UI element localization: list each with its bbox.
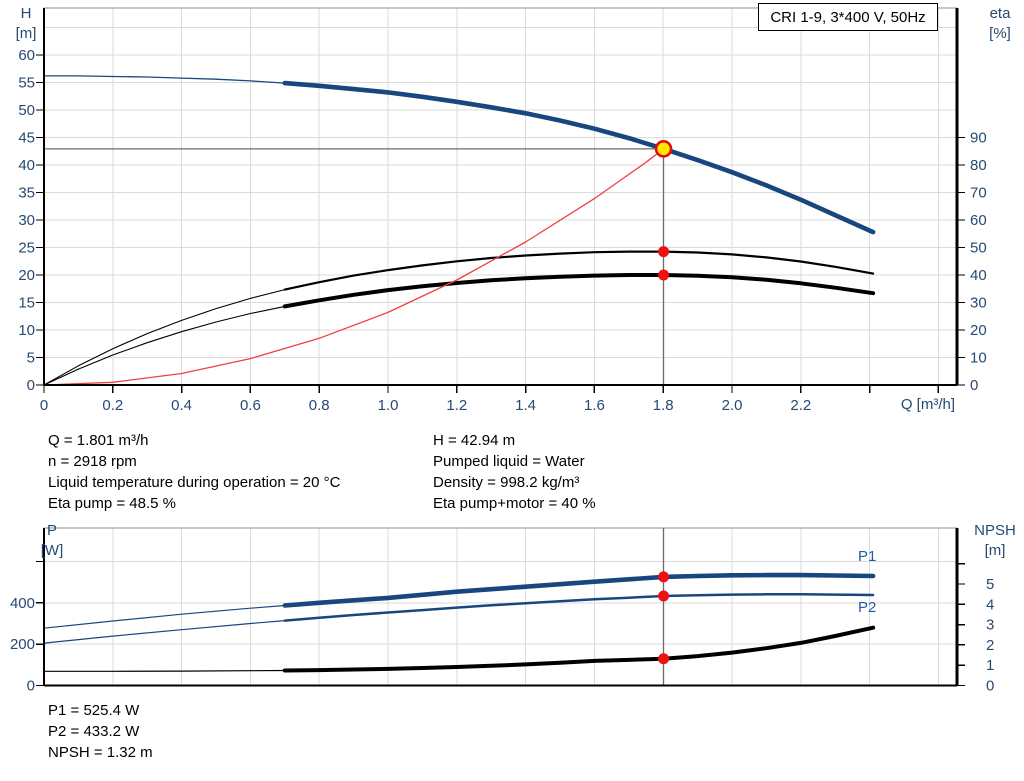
h-axis-title: H [m] bbox=[6, 4, 46, 44]
eta-pump-motor-curve-thin bbox=[43, 305, 286, 386]
npsh-point bbox=[658, 653, 670, 665]
tick-label: 400 bbox=[10, 595, 35, 612]
npsh-curve bbox=[282, 625, 876, 673]
tick-label: 60 bbox=[18, 47, 35, 64]
p1-point bbox=[658, 571, 670, 583]
eta-pump-motor-point bbox=[658, 269, 670, 281]
tick-label: 3 bbox=[986, 617, 994, 634]
tick-label: 20 bbox=[18, 267, 35, 284]
npsh-axis-symbol: NPSH bbox=[974, 522, 1016, 539]
eta-axis-unit: [%] bbox=[989, 25, 1011, 42]
duty-info-right: H = 42.94 m Pumped liquid = Water Density … bbox=[433, 430, 596, 514]
head-curve-thin bbox=[43, 75, 286, 84]
tick-label: 5 bbox=[27, 350, 35, 367]
duty-results: P1 = 525.4 W P2 = 433.2 W NPSH = 1.32 m bbox=[48, 700, 153, 763]
tick-label: 0 bbox=[986, 678, 994, 695]
tick-label: 2 bbox=[986, 637, 994, 654]
tick-label: 1.6 bbox=[584, 397, 605, 414]
h-axis-symbol: H bbox=[20, 5, 32, 22]
p2-point bbox=[658, 590, 670, 602]
tick-label: 50 bbox=[18, 102, 35, 119]
tick-label: 1.4 bbox=[515, 397, 536, 414]
eta-axis-symbol: eta bbox=[989, 5, 1011, 22]
tick-label: 0.2 bbox=[102, 397, 123, 414]
tick-label: 55 bbox=[18, 75, 35, 92]
eta-pump-curve bbox=[283, 250, 875, 291]
tick-label: 0.8 bbox=[309, 397, 330, 414]
tick-label: 90 bbox=[970, 130, 987, 147]
tick-label: 80 bbox=[970, 157, 987, 174]
duty-info-line: Eta pump = 48.5 % bbox=[48, 495, 176, 512]
duty-info-line: Q = 1.801 m³/h bbox=[48, 432, 149, 449]
p1-curve-thin bbox=[43, 604, 286, 629]
tick-label: 1.0 bbox=[378, 397, 399, 414]
p2-curve-thin bbox=[43, 620, 286, 644]
tick-label: 0 bbox=[27, 678, 35, 695]
npsh-curve-thin bbox=[43, 669, 286, 672]
tick-label: 10 bbox=[18, 322, 35, 339]
tick-label: 1.2 bbox=[446, 397, 467, 414]
duty-info-line: Eta pump+motor = 40 % bbox=[433, 495, 596, 512]
tick-label: 15 bbox=[18, 295, 35, 312]
p2-curve-label: P2 bbox=[858, 599, 877, 616]
duty-info-line: Density = 998.2 kg/m³ bbox=[433, 474, 580, 491]
tick-label: 2.2 bbox=[790, 397, 811, 414]
tick-label: 4 bbox=[986, 596, 994, 613]
tick-label: 0.6 bbox=[240, 397, 261, 414]
q-axis-title: Q [m³/h] bbox=[900, 396, 955, 413]
tick-label: 0 bbox=[40, 397, 48, 414]
system-curve-thin bbox=[43, 148, 665, 386]
duty-result-line: P2 = 433.2 W bbox=[48, 723, 140, 740]
tick-label: 35 bbox=[18, 185, 35, 202]
tick-label: 40 bbox=[970, 267, 987, 284]
eta-axis-title: eta [%] bbox=[971, 4, 1024, 44]
tick-label: 0 bbox=[970, 377, 978, 394]
tick-label: 50 bbox=[970, 240, 987, 257]
duty-result-line: NPSH = 1.32 m bbox=[48, 744, 153, 761]
p-axis-symbol: P bbox=[46, 522, 57, 539]
tick-label: 45 bbox=[18, 130, 35, 147]
duty-info-line: H = 42.94 m bbox=[433, 432, 516, 449]
head-curve bbox=[282, 80, 876, 235]
tick-label: 30 bbox=[970, 295, 987, 312]
plot-frame bbox=[43, 527, 958, 686]
duty-result-line: P1 = 525.4 W bbox=[48, 702, 140, 719]
eta-pump-motor-curve bbox=[282, 273, 876, 309]
p1-curve-label: P1 bbox=[858, 548, 877, 565]
npsh-axis-unit: [m] bbox=[984, 542, 1006, 559]
eta-pump-point bbox=[658, 246, 670, 258]
duty-info-line: n = 2918 rpm bbox=[48, 453, 137, 470]
pump-title: CRI 1-9, 3*400 V, 50Hz bbox=[770, 8, 926, 26]
h-axis-unit: [m] bbox=[15, 25, 37, 42]
tick-label: 1.8 bbox=[653, 397, 674, 414]
tick-label: 20 bbox=[970, 322, 987, 339]
duty-info-line: Liquid temperature during operation = 20… bbox=[48, 474, 341, 491]
tick-label: 0 bbox=[27, 377, 35, 394]
p1-curve bbox=[282, 572, 876, 608]
pump-title-box: CRI 1-9, 3*400 V, 50Hz bbox=[758, 3, 938, 31]
eta-pump-curve-thin bbox=[43, 289, 286, 386]
tick-label: 70 bbox=[970, 185, 987, 202]
duty-info-left: Q = 1.801 m³/h n = 2918 rpm Liquid tempera… bbox=[48, 430, 340, 514]
tick-label: 2.0 bbox=[722, 397, 743, 414]
operating-point bbox=[654, 140, 673, 158]
tick-label: 200 bbox=[10, 636, 35, 653]
tick-label: 10 bbox=[970, 350, 987, 367]
npsh-axis-title: NPSH [m] bbox=[966, 521, 1024, 561]
tick-label: 0.4 bbox=[171, 397, 192, 414]
p2-curve bbox=[283, 593, 875, 622]
tick-label: 1 bbox=[986, 657, 994, 674]
tick-label: 60 bbox=[970, 212, 987, 229]
plot-frame bbox=[43, 7, 958, 386]
duty-info-line: Pumped liquid = Water bbox=[433, 453, 585, 470]
tick-label: 30 bbox=[18, 212, 35, 229]
p-axis-title: P [W] bbox=[32, 521, 72, 561]
tick-label: 25 bbox=[18, 240, 35, 257]
p-axis-unit: [W] bbox=[40, 542, 64, 559]
tick-label: 5 bbox=[986, 576, 994, 593]
tick-label: 40 bbox=[18, 157, 35, 174]
